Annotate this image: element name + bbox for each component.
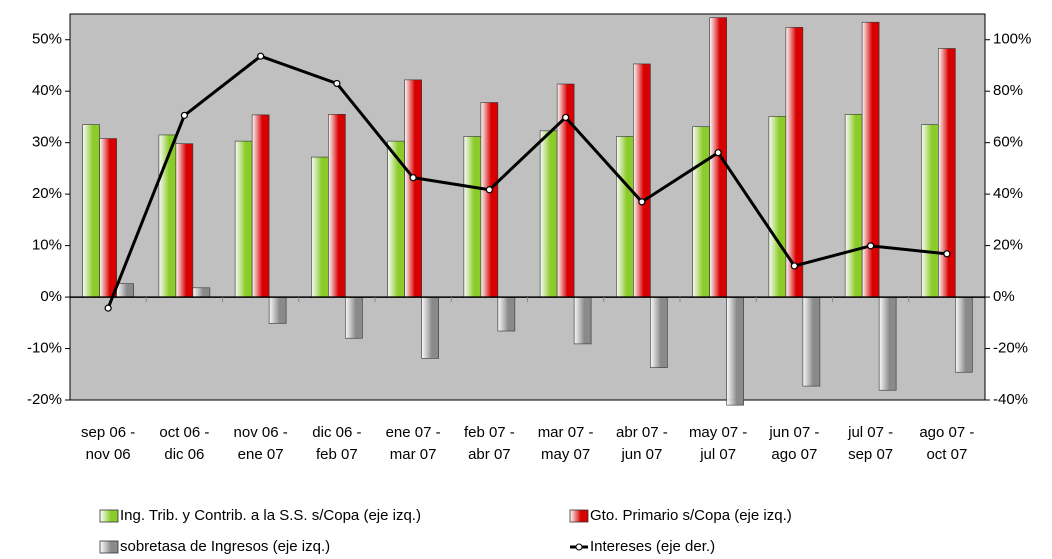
x-tick-label: oct 07 xyxy=(926,446,967,463)
legend-label: sobretasa de Ingresos (eje izq.) xyxy=(120,538,330,555)
line-marker xyxy=(867,242,875,250)
x-tick-label: nov 06 xyxy=(86,446,131,463)
y2-tick-label: 0% xyxy=(993,288,1015,305)
x-tick-label: abr 07 xyxy=(468,446,511,463)
line-marker xyxy=(409,174,417,182)
x-tick-label: jun 07 xyxy=(620,446,662,463)
bar xyxy=(192,287,211,298)
bar xyxy=(844,114,863,298)
bar xyxy=(404,79,422,298)
bar xyxy=(650,296,668,368)
x-tick-label: may 07 xyxy=(541,446,590,463)
x-tick-label: feb 07 - xyxy=(464,424,515,441)
legend-swatch xyxy=(99,540,119,554)
y2-tick-label: 80% xyxy=(993,82,1023,99)
y2-tick-label: -20% xyxy=(993,340,1028,357)
bar xyxy=(421,296,439,359)
bar xyxy=(463,136,482,298)
plot-area xyxy=(69,13,986,401)
bar xyxy=(251,114,270,298)
line-marker xyxy=(257,52,265,60)
y-tick-label: -10% xyxy=(27,340,62,357)
x-tick-label: dic 06 - xyxy=(312,424,361,441)
line-marker xyxy=(180,111,188,119)
y2-tick-label: 20% xyxy=(993,237,1023,254)
bar xyxy=(802,296,821,387)
legend-label: Intereses (eje der.) xyxy=(590,538,715,555)
y2-tick-label: 100% xyxy=(993,31,1031,48)
legend-label: Gto. Primario s/Copa (eje izq.) xyxy=(590,507,792,524)
bar xyxy=(82,124,100,298)
x-tick-label: jun 07 - xyxy=(768,424,819,441)
y-tick-label: 20% xyxy=(32,185,62,202)
bar xyxy=(955,296,973,373)
bar xyxy=(268,296,287,324)
line-marker xyxy=(714,149,722,157)
bar xyxy=(175,143,194,298)
x-tick-label: mar 07 xyxy=(390,446,437,463)
bar xyxy=(311,156,329,298)
legend-swatch xyxy=(99,509,119,523)
bar xyxy=(616,136,634,298)
bar xyxy=(861,21,880,298)
x-tick-label: jul 07 xyxy=(699,446,736,463)
y2-tick-label: -40% xyxy=(993,391,1028,408)
x-tick-label: abr 07 - xyxy=(616,424,668,441)
x-tick-label: sep 07 xyxy=(848,446,893,463)
y-tick-label: 0% xyxy=(40,288,62,305)
line-marker xyxy=(790,262,798,270)
bar xyxy=(116,283,134,298)
x-tick-label: ago 07 xyxy=(771,446,817,463)
x-tick-label: ene 07 xyxy=(238,446,284,463)
x-tick-label: may 07 - xyxy=(689,424,747,441)
bar xyxy=(726,296,744,406)
bar xyxy=(692,126,710,298)
line-marker xyxy=(485,186,493,194)
x-tick-label: mar 07 - xyxy=(538,424,594,441)
x-tick-label: sep 06 - xyxy=(81,424,135,441)
y-tick-label: 40% xyxy=(32,82,62,99)
bars xyxy=(82,17,973,406)
bar xyxy=(573,296,592,345)
x-tick-label: jul 07 - xyxy=(847,424,893,441)
bar xyxy=(633,63,651,298)
x-tick-label: dic 06 xyxy=(164,446,204,463)
x-tick-label: oct 06 - xyxy=(159,424,209,441)
bar xyxy=(345,296,363,339)
bar xyxy=(480,102,499,298)
line-marker xyxy=(104,304,112,312)
bar xyxy=(921,124,939,298)
x-tick-label: feb 07 xyxy=(316,446,358,463)
x-tick-label: ene 07 - xyxy=(386,424,441,441)
bar xyxy=(328,114,346,298)
line xyxy=(106,54,948,309)
y-tick-label: -20% xyxy=(27,391,62,408)
x-tick-label: ago 07 - xyxy=(919,424,974,441)
y-tick-label: 50% xyxy=(32,31,62,48)
line-marker xyxy=(943,250,951,258)
y-tick-label: 10% xyxy=(32,237,62,254)
line-marker xyxy=(562,113,570,122)
line-marker xyxy=(333,79,341,88)
bar xyxy=(878,296,897,391)
bar xyxy=(497,296,516,332)
bar xyxy=(234,140,253,298)
line-marker xyxy=(638,198,646,206)
y-tick-label: 30% xyxy=(32,134,62,151)
legend-marker xyxy=(575,543,583,551)
bar xyxy=(99,138,117,298)
legend-swatch xyxy=(569,509,589,523)
bar xyxy=(938,48,956,298)
bar xyxy=(539,130,558,298)
y2-tick-label: 60% xyxy=(993,134,1023,151)
x-tick-label: nov 06 - xyxy=(234,424,288,441)
y2-tick-label: 40% xyxy=(993,185,1023,202)
bar xyxy=(768,116,787,298)
legend-label: Ing. Trib. y Contrib. a la S.S. s/Copa (… xyxy=(120,507,421,524)
